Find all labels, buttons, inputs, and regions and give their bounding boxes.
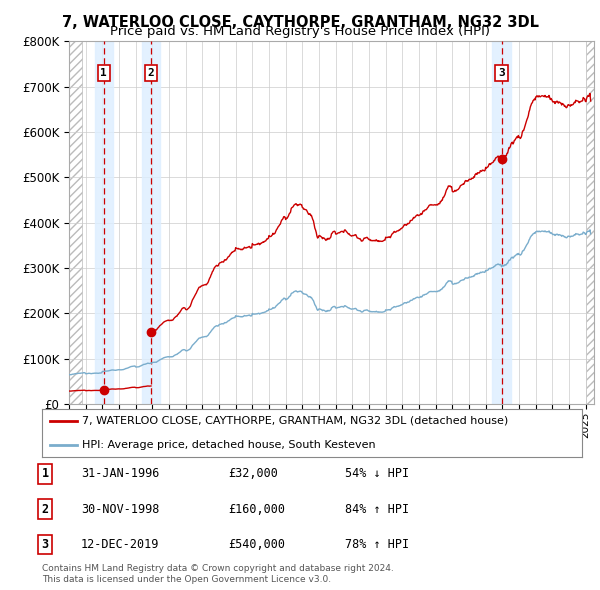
Text: 12-DEC-2019: 12-DEC-2019 xyxy=(81,538,160,551)
Text: Contains HM Land Registry data © Crown copyright and database right 2024.: Contains HM Land Registry data © Crown c… xyxy=(42,565,394,573)
Text: 31-JAN-1996: 31-JAN-1996 xyxy=(81,467,160,480)
Bar xyxy=(493,41,511,404)
Text: 54% ↓ HPI: 54% ↓ HPI xyxy=(345,467,409,480)
Text: 78% ↑ HPI: 78% ↑ HPI xyxy=(345,538,409,551)
Text: £160,000: £160,000 xyxy=(228,503,285,516)
Text: 2: 2 xyxy=(148,68,154,78)
Text: 7, WATERLOO CLOSE, CAYTHORPE, GRANTHAM, NG32 3DL: 7, WATERLOO CLOSE, CAYTHORPE, GRANTHAM, … xyxy=(62,15,539,30)
Text: Price paid vs. HM Land Registry's House Price Index (HPI): Price paid vs. HM Land Registry's House … xyxy=(110,25,490,38)
Bar xyxy=(95,41,113,404)
Text: 3: 3 xyxy=(498,68,505,78)
Text: 2: 2 xyxy=(41,503,49,516)
Text: 1: 1 xyxy=(41,467,49,480)
Text: HPI: Average price, detached house, South Kesteven: HPI: Average price, detached house, Sout… xyxy=(83,440,376,450)
Text: 3: 3 xyxy=(41,538,49,551)
Text: 7, WATERLOO CLOSE, CAYTHORPE, GRANTHAM, NG32 3DL (detached house): 7, WATERLOO CLOSE, CAYTHORPE, GRANTHAM, … xyxy=(83,416,509,426)
Text: 1: 1 xyxy=(100,68,107,78)
Text: £32,000: £32,000 xyxy=(228,467,278,480)
Text: This data is licensed under the Open Government Licence v3.0.: This data is licensed under the Open Gov… xyxy=(42,575,331,584)
Text: 84% ↑ HPI: 84% ↑ HPI xyxy=(345,503,409,516)
Text: 30-NOV-1998: 30-NOV-1998 xyxy=(81,503,160,516)
Bar xyxy=(142,41,160,404)
Text: £540,000: £540,000 xyxy=(228,538,285,551)
